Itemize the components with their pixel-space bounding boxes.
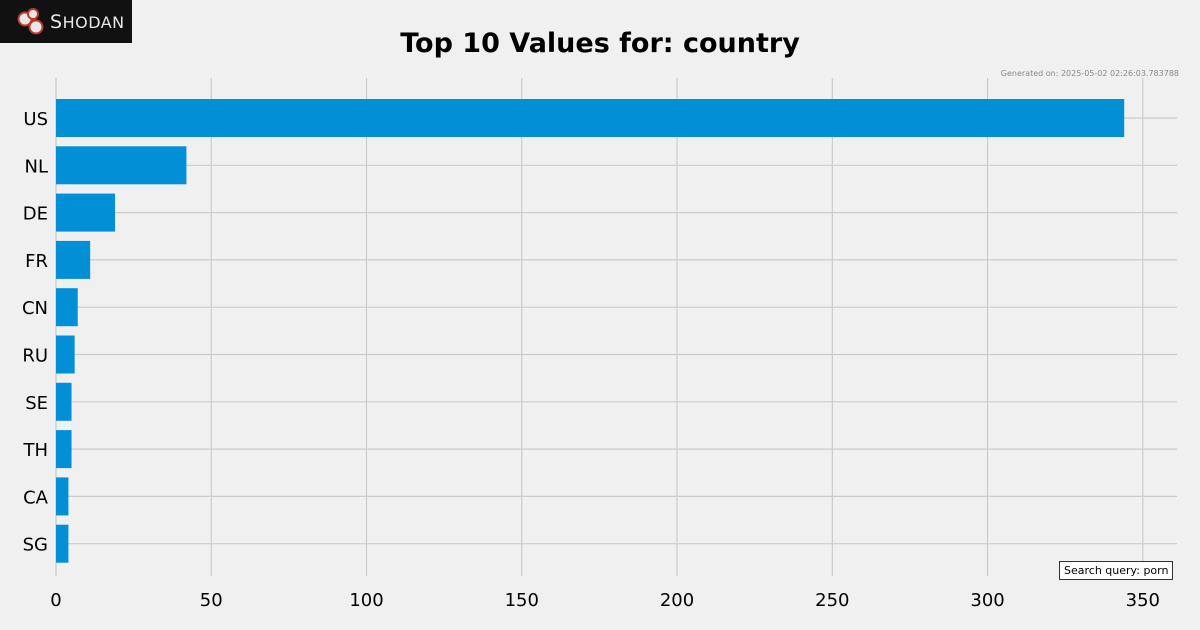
logo-text-initial: S <box>50 11 63 33</box>
y-tick-label: TH <box>22 440 48 461</box>
bar-us <box>56 99 1125 137</box>
y-tick-label: FR <box>25 251 48 272</box>
bar-th <box>56 430 72 469</box>
x-tick-label: 50 <box>200 590 223 611</box>
y-tick-label: RU <box>22 346 48 367</box>
search-query-box: Search query: porn <box>1059 561 1174 580</box>
x-tick-label: 0 <box>50 590 61 611</box>
bar-de <box>56 193 115 232</box>
shodan-logo-icon <box>17 8 44 35</box>
logo-text-rest: HODAN <box>62 13 125 32</box>
x-tick-label: 300 <box>970 590 1004 611</box>
x-tick-label: 250 <box>815 590 849 611</box>
y-tick-label: SE <box>25 393 48 414</box>
x-tick-label: 200 <box>660 590 694 611</box>
bar-se <box>56 382 72 421</box>
bar-ru <box>56 335 75 374</box>
logo-text: SHODAN <box>50 11 125 33</box>
bar-cn <box>56 288 78 327</box>
grid-layer <box>55 78 1177 576</box>
x-tick-label: 100 <box>349 590 383 611</box>
bars-layer <box>56 99 1125 563</box>
y-tick-label: NL <box>25 156 49 177</box>
chart-title: Top 10 Values for: country <box>400 28 800 59</box>
bar-fr <box>56 240 91 279</box>
bar-sg <box>56 524 69 563</box>
generated-timestamp: Generated on: 2025-05-02 02:26:03.783788 <box>1000 69 1179 78</box>
y-tick-label: SG <box>23 535 48 556</box>
y-tick-label: US <box>23 109 48 130</box>
y-tick-label: DE <box>23 204 48 225</box>
x-tick-label: 350 <box>1126 590 1160 611</box>
x-tick-label: 150 <box>505 590 539 611</box>
labels-layer: 0 50 100 150 200 250 300 350 US NL DE FR CN RU SE TH CA S… <box>22 109 1160 611</box>
y-tick-label: CA <box>23 487 49 508</box>
bar-ca <box>56 477 69 516</box>
shodan-logo: SHODAN <box>0 0 132 43</box>
y-tick-label: CN <box>22 298 48 319</box>
bar-nl <box>56 146 187 185</box>
